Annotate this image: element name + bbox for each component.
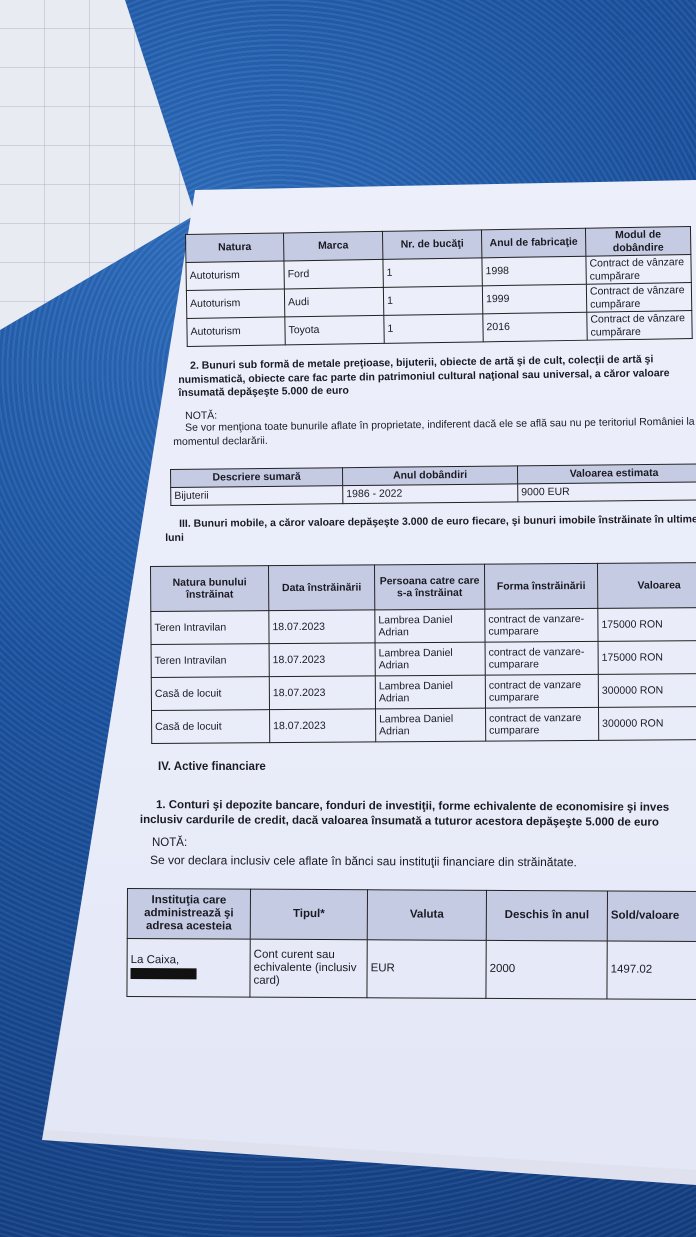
section-4-heading: IV. Active financiare [158,761,266,773]
header-valoare-estimata: Valoarea estimata [517,463,696,484]
cell: Autoturism [185,260,285,291]
cell: contract de vanzare-cumparare [484,608,599,643]
vehicles-table: Natura Marca Nr. de bucăţi Anul de fabri… [185,226,693,347]
cell: Toyota [284,315,385,345]
cell: contract de vanzare cumparare [485,674,599,709]
cell: Audi [284,287,384,317]
alienated-assets-table: Natura bunului înstrăinat Data înstrăină… [150,562,696,744]
redacted-address [130,967,197,980]
header-deschis-in-anul: Deschis în anul [486,890,608,942]
section-4-subheading: 1. Conturi şi depozite bancare, fonduri … [139,799,670,829]
header-institutia: Instituţia care administrează şi adresa … [127,888,251,940]
header-tipul: Tipul* [250,889,368,940]
header-valoarea: Valoarea [597,562,696,609]
valuables-table: Descriere sumară Anul dobândiri Valoarea… [170,463,696,506]
valuables-table-wrapper: Descriere sumară Anul dobândiri Valoarea… [170,463,696,506]
cell: Contract de vânzare cumpărare [586,310,693,341]
table-row: La Caixa, Cont curent sau echivalente (i… [126,938,696,1000]
cell: 18.07.2023 [268,609,376,644]
section-4-note-text: Se vor declara inclusiv cele aflate în b… [149,853,577,870]
header-descriere: Descriere sumară [170,467,343,488]
cell: Autoturism [186,288,285,319]
header-data-instrainarii: Data înstrăinării [268,564,375,611]
table-row: Teren Intravilan 18.07.2023 Lambrea Dani… [151,640,696,678]
header-valuta: Valuta [367,889,487,941]
cell: Lambrea Daniel Adrian [374,609,486,643]
institution-name: La Caixa, [130,954,180,967]
cell: 300000 RON [598,706,696,741]
header-natura-bunului: Natura bunului înstrăinat [150,565,269,612]
cell: 1999 [482,284,587,314]
cell: Contract de vânzare cumpărare [586,282,692,313]
table-row: Casă de locuit 18.07.2023 Lambrea Daniel… [151,706,696,744]
header-mod-dobandire: Modul de dobândire [585,226,691,257]
header-sold-valoare: Sold/valoare [607,891,696,942]
cell: 175000 RON [597,607,696,642]
header-an-dobandire: Anul dobândiri [342,465,518,486]
cell: 9000 EUR [517,481,696,502]
table-row: Teren Intravilan 18.07.2023 Lambrea Dani… [150,607,696,645]
section-3-heading: III. Bunuri mobile, a căror valoare depă… [165,513,696,544]
alienated-table-wrapper: Natura bunului înstrăinat Data înstrăină… [150,562,696,744]
section-2-heading: 2. Bunuri sub formă de metale preţioase,… [178,353,670,400]
cell: Autoturism [186,316,286,347]
cell: Bijuterii [170,485,343,506]
accounts-table-wrapper: Instituţia care administrează şi adresa … [126,888,696,1000]
cell: Lambrea Daniel Adrian [375,708,486,742]
cell-institution: La Caixa, [126,938,251,998]
section-4-note-label: NOTĂ: [152,837,188,849]
cell: Teren Intravilan [150,610,270,645]
table-row: Casă de locuit 18.07.2023 Lambrea Daniel… [151,673,696,711]
cell: 18.07.2023 [269,642,376,677]
cell: 1998 [481,256,587,286]
cell: Casă de locuit [151,676,270,711]
cell: Ford [283,259,384,289]
header-an-fabricatie: Anul de fabricaţie [481,228,586,258]
cell: contract de vanzare cumparare [485,707,599,742]
cell: 175000 RON [598,640,696,675]
cell: 2000 [485,940,608,1000]
cell: 18.07.2023 [269,708,376,743]
cell: 1986 - 2022 [342,483,518,504]
vehicles-table-wrapper: Natura Marca Nr. de bucăţi Anul de fabri… [185,226,693,347]
cell: 1 [382,257,483,288]
cell: 2016 [482,312,588,342]
header-forma-instrainarii: Forma înstrăinării [484,563,598,610]
cell: EUR [366,939,487,999]
cell: 1 [383,285,483,316]
header-natura: Natura [185,232,284,263]
header-nr-bucati: Nr. de bucăţi [382,229,482,260]
cell: Teren Intravilan [151,643,270,678]
cell: 1 [383,313,484,344]
header-marca: Marca [283,231,383,261]
cell: Contract de vânzare cumpărare [585,254,692,285]
header-persoana: Persoana catre care s-a înstrăinat [374,564,485,610]
accounts-table: Instituţia care administrează şi adresa … [126,888,696,1000]
cell: 1497.02 [606,941,696,1000]
cell: Lambrea Daniel Adrian [375,675,486,709]
cell: Cont curent sau echivalente (inclusiv ca… [249,939,368,998]
cell: Lambrea Daniel Adrian [375,642,486,676]
cell: 18.07.2023 [269,675,376,710]
cell: contract de vanzare-cumparare [485,641,599,676]
cell: 300000 RON [598,673,696,708]
cell: Casă de locuit [151,709,270,744]
